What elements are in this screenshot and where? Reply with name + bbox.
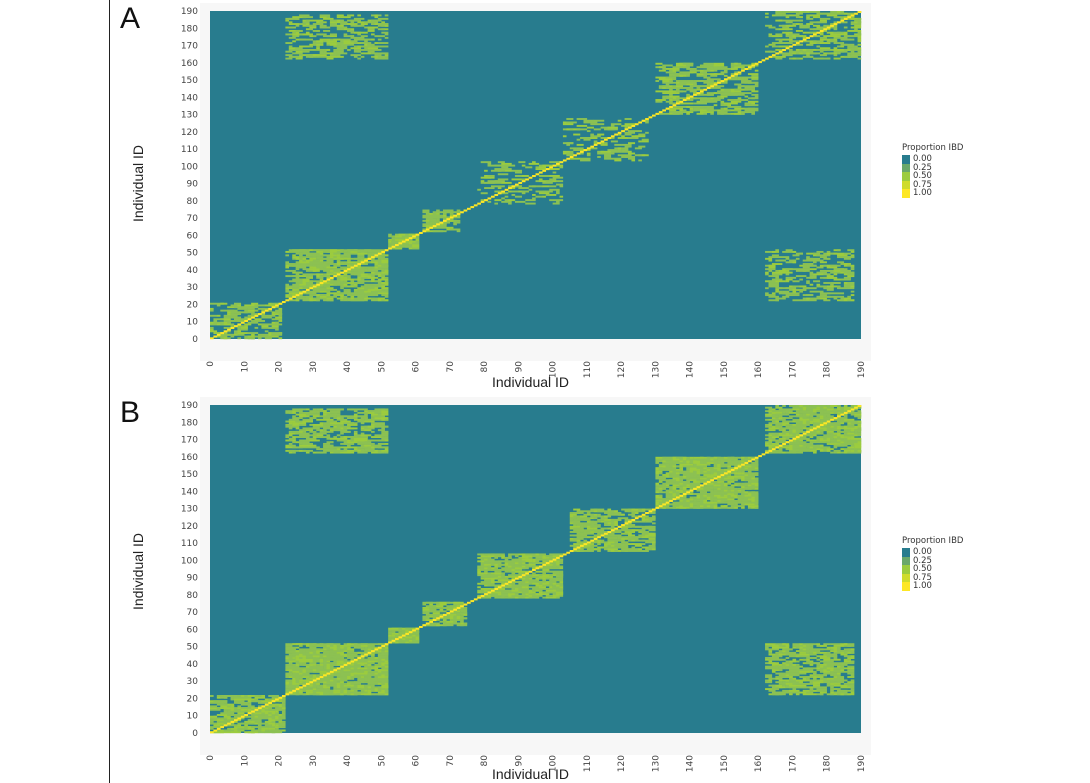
- svg-text:70: 70: [446, 361, 456, 373]
- legend-swatch: [902, 163, 910, 172]
- svg-text:150: 150: [720, 361, 730, 378]
- y-axis-label: Individual ID: [130, 144, 146, 222]
- svg-text:190: 190: [857, 361, 867, 378]
- legend-label: 1.00: [913, 581, 932, 591]
- svg-text:130: 130: [651, 361, 661, 378]
- x-axis-label: Individual ID: [492, 766, 570, 782]
- svg-text:20: 20: [275, 361, 285, 373]
- legend-item: 0.00: [902, 548, 963, 557]
- legend-label: 0.25: [913, 162, 932, 173]
- svg-text:80: 80: [187, 197, 199, 207]
- legend-label: 0.00: [913, 154, 932, 164]
- panel-divider-line: [109, 0, 110, 783]
- svg-text:30: 30: [187, 283, 199, 293]
- legend-swatch: [902, 548, 910, 557]
- legend-label: 0.75: [913, 179, 932, 190]
- svg-text:130: 130: [181, 111, 198, 121]
- legend-label: 0.50: [913, 564, 932, 574]
- legend-swatch: [902, 189, 910, 198]
- svg-text:170: 170: [788, 361, 798, 378]
- legend-label: 0.25: [913, 555, 932, 566]
- legend-swatch: [902, 556, 910, 565]
- panel-label-a: A: [120, 2, 141, 35]
- svg-text:90: 90: [187, 180, 199, 190]
- legend-item: 0.25: [902, 555, 963, 566]
- legend-item: 1.00: [902, 189, 963, 198]
- svg-text:180: 180: [823, 361, 833, 378]
- svg-text:40: 40: [343, 361, 353, 373]
- legend-swatch: [902, 582, 910, 591]
- svg-text:50: 50: [377, 361, 387, 373]
- svg-text:10: 10: [187, 318, 199, 328]
- legend-item: 0.50: [902, 172, 963, 181]
- svg-text:120: 120: [617, 361, 627, 378]
- svg-text:100: 100: [181, 162, 198, 172]
- legend-title: Proportion IBD: [902, 143, 964, 153]
- legend-item: 0.25: [902, 162, 963, 173]
- legend-item: 0.75: [902, 179, 963, 190]
- svg-text:120: 120: [181, 128, 198, 138]
- svg-text:10: 10: [240, 361, 250, 373]
- svg-text:0: 0: [206, 361, 216, 367]
- legend-swatch: [902, 180, 910, 189]
- svg-text:140: 140: [181, 93, 198, 103]
- svg-text:0: 0: [192, 335, 198, 345]
- svg-text:100: 100: [549, 361, 559, 378]
- panel-b: B 0 10 20 30 40 50 60 70 80 90 100 110 120 130 140 150 1…: [110, 394, 1090, 783]
- heatmap-b: 0102030405060708090100110120130140150160…: [181, 397, 871, 772]
- legend-swatch: [902, 565, 910, 574]
- svg-text:150: 150: [181, 76, 198, 86]
- legend-item: 1.00: [902, 582, 963, 591]
- svg-text:30: 30: [309, 361, 319, 373]
- svg-text:190: 190: [181, 7, 198, 17]
- svg-text:90: 90: [514, 361, 524, 373]
- svg-text:70: 70: [187, 214, 199, 224]
- svg-text:160: 160: [754, 361, 764, 378]
- svg-text:40: 40: [187, 266, 199, 276]
- svg-text:110: 110: [181, 145, 198, 155]
- legend: Proportion IBD 0.00 0.25 0.50 0.75 1.00: [902, 143, 963, 198]
- svg-text:110: 110: [583, 361, 593, 378]
- legend-label: 1.00: [913, 188, 932, 198]
- legend-label: 0.50: [913, 171, 932, 181]
- legend-title: Proportion IBD: [902, 536, 964, 546]
- legend-swatch: [902, 573, 910, 582]
- panel-a: A 0 10 20 30 40 50 60 70 80 90 100 110 120 130 140 150 1…: [110, 0, 1090, 392]
- legend-swatch: [902, 172, 910, 181]
- svg-text:60: 60: [187, 231, 199, 241]
- legend-item: 0.75: [902, 572, 963, 583]
- legend-item: 0.50: [902, 565, 963, 574]
- legend-label: 0.00: [913, 547, 932, 557]
- y-axis-label: Individual ID: [130, 532, 146, 610]
- svg-text:140: 140: [686, 361, 696, 378]
- panel-label-b: B: [120, 396, 141, 429]
- svg-text:20: 20: [187, 300, 199, 310]
- svg-text:180: 180: [181, 24, 198, 34]
- x-axis-label: Individual ID: [492, 374, 570, 390]
- svg-text:60: 60: [412, 361, 422, 373]
- svg-text:80: 80: [480, 361, 490, 373]
- legend-swatch: [902, 155, 910, 164]
- heatmap-a: 0102030405060708090100110120130140150160…: [181, 3, 871, 378]
- svg-text:170: 170: [181, 42, 198, 52]
- legend: Proportion IBD 0.00 0.25 0.50 0.75 1.00: [902, 536, 963, 591]
- svg-text:50: 50: [187, 249, 199, 259]
- svg-text:160: 160: [181, 59, 198, 69]
- legend-label: 0.75: [913, 572, 932, 583]
- legend-item: 0.00: [902, 155, 963, 164]
